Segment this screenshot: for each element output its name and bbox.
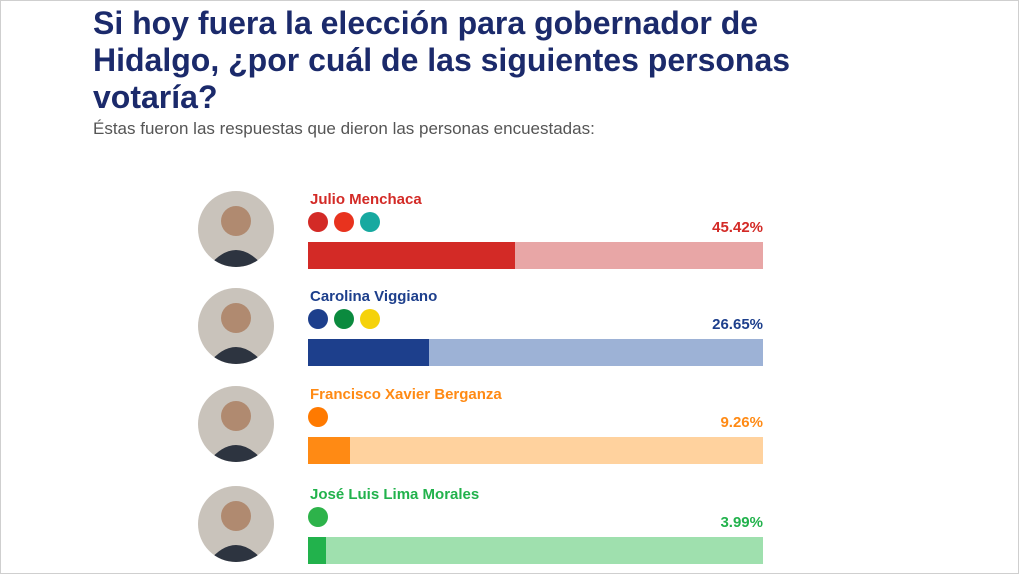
party-logo [360, 309, 380, 329]
bar [308, 339, 430, 366]
bar-track [308, 437, 763, 464]
bar [308, 537, 327, 564]
party-logo [334, 309, 354, 329]
value-label: 45.42% [712, 219, 763, 236]
candidate-photo [198, 288, 274, 364]
party-logo [334, 212, 354, 232]
avatar [208, 206, 264, 267]
avatar [208, 501, 264, 562]
chart-subtitle: Éstas fueron las respuestas que dieron l… [93, 119, 595, 138]
candidate-name: Julio Menchaca [310, 191, 422, 208]
candidate-name: Carolina Viggiano [310, 288, 438, 305]
party-logo [308, 407, 328, 427]
value-label: 3.99% [720, 514, 763, 531]
bar [308, 437, 351, 464]
avatar [208, 401, 264, 462]
avatar [208, 303, 264, 364]
value-label: 9.26% [720, 414, 763, 431]
candidate-photo [198, 191, 274, 267]
party-logo [308, 212, 328, 232]
candidate-photo [198, 386, 274, 462]
party-logo [308, 309, 328, 329]
bar-track [308, 537, 763, 564]
party-logo [308, 507, 328, 527]
bar [308, 242, 515, 269]
candidate-name: José Luis Lima Morales [310, 486, 480, 503]
value-label: 26.65% [712, 316, 763, 333]
candidate-name: Francisco Xavier Berganza [310, 386, 502, 403]
party-logo [360, 212, 380, 232]
chart-title: Si hoy fuera la elección para gobernador… [93, 5, 791, 115]
candidate-photo [198, 486, 274, 562]
